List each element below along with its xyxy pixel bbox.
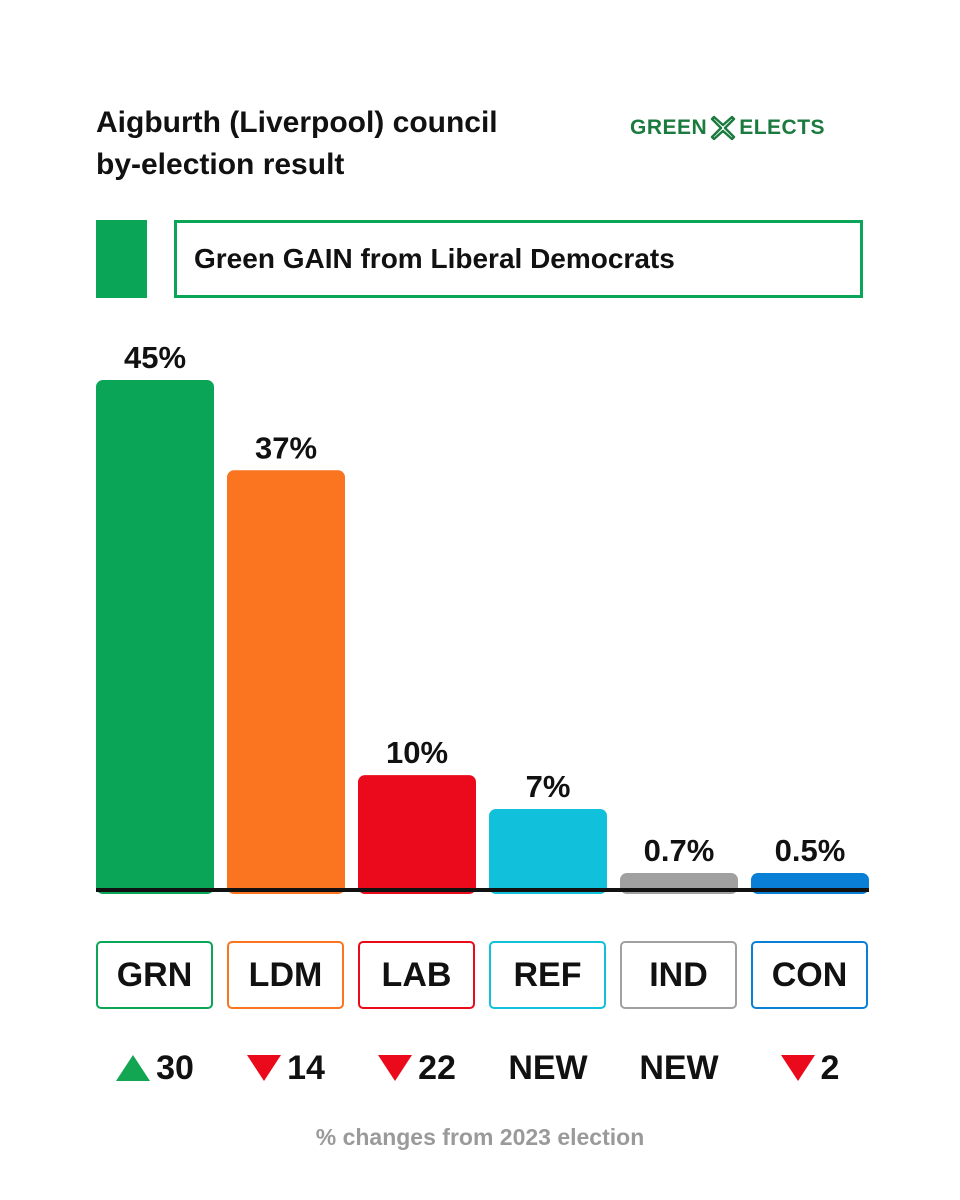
arrow-down-icon (378, 1055, 413, 1081)
arrow-down-icon (247, 1055, 282, 1081)
title-line-2: by-election result (96, 148, 345, 181)
value-label-lab: 10% (386, 735, 448, 770)
party-label-lab: LAB (358, 941, 475, 1009)
bar-grn (96, 380, 214, 894)
change-value: 2 (820, 1048, 840, 1087)
change-value: NEW (639, 1048, 719, 1087)
bar-lab (358, 775, 476, 894)
arrow-up-icon (116, 1055, 151, 1081)
logo-text-elects: ELECTS (739, 116, 826, 139)
arrow-down-icon (780, 1055, 815, 1081)
change-con: 2 (740, 1045, 880, 1091)
change-value: 22 (418, 1048, 456, 1087)
party-label-ldm: LDM (227, 941, 344, 1009)
value-label-ind: 0.7% (644, 833, 715, 868)
title-line-1: Aigburth (Liverpool) council (96, 106, 498, 139)
change-ref: NEW (478, 1045, 618, 1091)
footnote: % changes from 2023 election (315, 1124, 645, 1150)
change-grn: 30 (85, 1045, 225, 1091)
bar-ldm (227, 470, 345, 894)
chart-title: Aigburth (Liverpool) council by-election… (96, 102, 596, 186)
party-label-ref: REF (489, 941, 606, 1009)
change-value: NEW (508, 1048, 588, 1087)
change-lab: 22 (347, 1045, 487, 1091)
value-label-ref: 7% (526, 769, 571, 804)
change-ldm: 14 (216, 1045, 356, 1091)
party-label-ind: IND (620, 941, 737, 1009)
value-label-ldm: 37% (255, 430, 317, 465)
change-value: 14 (287, 1048, 325, 1087)
result-banner: Green GAIN from Liberal Democrats (174, 220, 863, 298)
change-value: 30 (156, 1048, 194, 1087)
party-label-con: CON (751, 941, 868, 1009)
value-label-grn: 45% (124, 340, 186, 375)
bar-ref (489, 808, 607, 894)
change-ind: NEW (609, 1045, 749, 1091)
banner-text: Green GAIN from Liberal Democrats (194, 243, 675, 274)
changes-row: 30 14 22 NEW NEW 2 (0, 1045, 960, 1091)
green-elects-logo: GREEN ELECTS (630, 113, 825, 143)
party-labels-row: GRN LDM LAB REF IND CON (0, 941, 960, 1009)
banner-color-block (96, 220, 147, 298)
logo-text-green: GREEN (630, 116, 708, 139)
bar-chart: 45% 37% 10% 7% 0.7% 0.5% (96, 340, 869, 894)
cross-x-icon (710, 115, 736, 141)
value-label-con: 0.5% (775, 833, 846, 868)
party-label-grn: GRN (96, 941, 213, 1009)
x-axis-baseline (96, 888, 869, 892)
